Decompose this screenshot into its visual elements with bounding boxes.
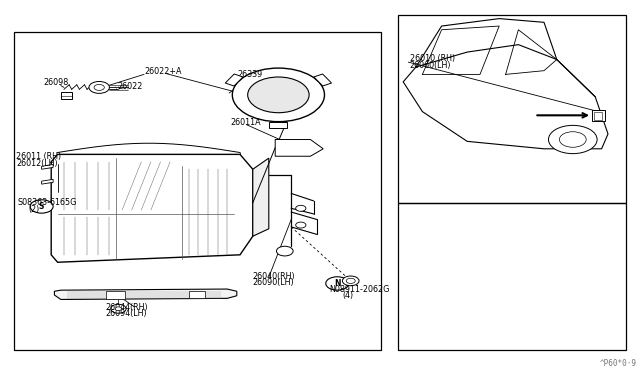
Circle shape [296, 205, 306, 211]
Text: 26060(LH): 26060(LH) [410, 61, 451, 70]
Text: 26011A: 26011A [230, 118, 261, 126]
Circle shape [89, 81, 109, 93]
Text: (2): (2) [29, 205, 40, 214]
Bar [594, 112, 602, 120]
Text: 26022: 26022 [117, 82, 143, 91]
Text: 26098: 26098 [44, 78, 68, 87]
Circle shape [276, 246, 293, 256]
Text: 26044(RH): 26044(RH) [106, 303, 148, 312]
Circle shape [111, 304, 126, 313]
Circle shape [248, 77, 309, 113]
Bar [106, 291, 125, 299]
Circle shape [232, 68, 324, 122]
Bar [61, 92, 72, 99]
Circle shape [346, 278, 355, 283]
Polygon shape [42, 164, 53, 169]
Text: 26040(RH): 26040(RH) [253, 272, 296, 280]
Bar [14, 32, 381, 350]
Text: 26339: 26339 [237, 70, 262, 79]
Bar [592, 110, 605, 121]
Polygon shape [42, 179, 53, 184]
Polygon shape [51, 154, 253, 262]
Text: 26010 (RH): 26010 (RH) [410, 54, 455, 63]
Polygon shape [225, 74, 243, 86]
Circle shape [30, 200, 53, 213]
Polygon shape [275, 140, 323, 156]
Text: S08363-6165G: S08363-6165G [18, 198, 77, 207]
Polygon shape [314, 74, 332, 86]
Text: 26090(LH): 26090(LH) [253, 278, 294, 287]
Circle shape [548, 125, 597, 154]
Text: ^P60*0·9: ^P60*0·9 [600, 359, 637, 368]
Circle shape [342, 276, 359, 286]
Bar [398, 15, 626, 203]
Circle shape [115, 307, 122, 311]
Text: 26011 (RH): 26011 (RH) [16, 153, 61, 161]
Circle shape [296, 222, 306, 228]
Circle shape [94, 84, 104, 90]
Text: 26094(LH): 26094(LH) [106, 309, 147, 318]
Text: S: S [39, 202, 44, 211]
Polygon shape [253, 158, 269, 236]
Circle shape [326, 277, 349, 290]
Bar [398, 203, 626, 350]
Text: N: N [334, 279, 340, 288]
Polygon shape [269, 122, 287, 128]
Circle shape [559, 132, 586, 147]
Text: 26022+A: 26022+A [144, 67, 182, 76]
Bar [189, 291, 205, 298]
Text: N08911-2062G: N08911-2062G [330, 285, 390, 294]
Text: (4): (4) [342, 291, 353, 300]
Text: 26012(LH): 26012(LH) [16, 159, 58, 168]
Polygon shape [54, 289, 237, 299]
